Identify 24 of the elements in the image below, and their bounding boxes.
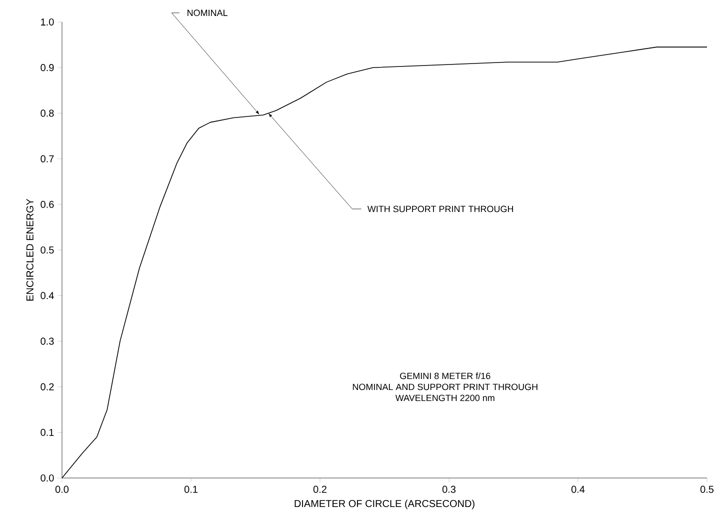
y-axis-title: ENCIRCLED ENERGY bbox=[26, 198, 34, 301]
x-tick-label: 0.0 bbox=[55, 486, 69, 493]
y-tick-label: 0.4 bbox=[40, 292, 54, 300]
y-tick-label: 0.9 bbox=[40, 64, 54, 72]
x-tick-label: 0.3 bbox=[442, 486, 456, 493]
annotation: NOMINAL AND SUPPORT PRINT THROUGH bbox=[352, 384, 538, 390]
y-tick-label: 0.0 bbox=[40, 474, 54, 482]
x-tick-label: 0.2 bbox=[313, 486, 326, 493]
x-tick-label: 0.4 bbox=[571, 486, 585, 493]
annotation: WITH SUPPORT PRINT THROUGH bbox=[367, 206, 513, 212]
y-tick-label: 0.5 bbox=[40, 246, 54, 254]
y-tick-label: 0.7 bbox=[40, 155, 54, 162]
x-axis-title: DIAMETER OF CIRCLE (ARCSECOND) bbox=[294, 500, 474, 510]
y-tick-label: 0.6 bbox=[40, 200, 54, 208]
annotation: GEMINI 8 METER f/16 bbox=[400, 372, 490, 380]
y-tick-label: 0.1 bbox=[40, 428, 54, 436]
y-tick-label: 0.2 bbox=[40, 383, 54, 390]
annotation: WAVELENGTH 2200 nm bbox=[395, 394, 494, 402]
y-tick-label: 0.3 bbox=[40, 338, 54, 345]
x-tick-label: 0.5 bbox=[700, 486, 714, 493]
x-tick-label: 0.1 bbox=[184, 486, 198, 493]
y-tick-label: 0.8 bbox=[40, 110, 54, 117]
annotation: NOMINAL bbox=[188, 10, 228, 16]
y-tick-label: 1.0 bbox=[41, 18, 54, 26]
